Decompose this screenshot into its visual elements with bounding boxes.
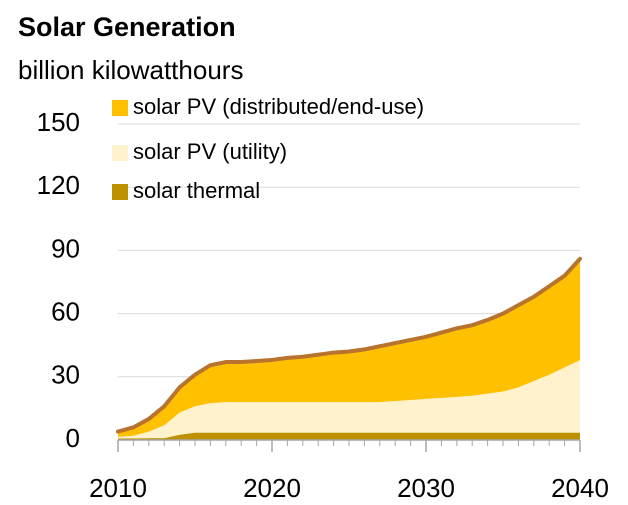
x-tick-label: 2030 — [397, 473, 455, 503]
legend-swatch — [112, 100, 128, 116]
y-tick-label: 0 — [66, 423, 80, 453]
x-tick-label: 2010 — [89, 473, 147, 503]
area — [118, 258, 580, 437]
area — [118, 359, 580, 439]
chart-title: Solar Generation — [18, 12, 236, 42]
y-tick-label: 60 — [51, 296, 80, 326]
area — [118, 432, 580, 440]
y-tick-label: 120 — [37, 170, 80, 200]
y-tick-label: 90 — [51, 233, 80, 263]
total-outline — [116, 256, 582, 434]
legend-label: solar PV (utility) — [133, 139, 287, 164]
legend-swatch — [112, 184, 128, 200]
legend-label: solar PV (distributed/end-use) — [133, 94, 424, 119]
chart-subtitle: billion kilowatthours — [18, 55, 243, 85]
y-tick-label: 30 — [51, 360, 80, 390]
x-tick-label: 2040 — [551, 473, 609, 503]
legend-swatch — [112, 145, 128, 161]
x-tick-label: 2020 — [243, 473, 301, 503]
y-tick-label: 150 — [37, 107, 80, 137]
legend-label: solar thermal — [133, 178, 260, 203]
